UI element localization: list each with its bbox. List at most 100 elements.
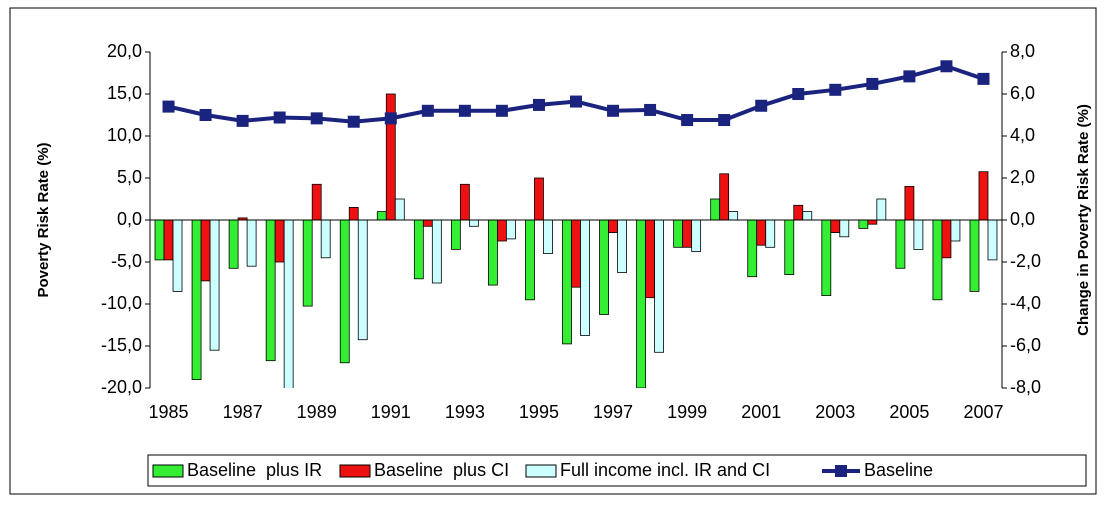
bar <box>747 219 758 278</box>
bar <box>913 219 924 250</box>
legend-box <box>147 454 1087 487</box>
y2-tick-label: 4,0 <box>1010 125 1035 145</box>
y2-tick-label: 0,0 <box>1010 209 1035 229</box>
bar <box>969 219 980 292</box>
line-marker <box>310 112 323 125</box>
bar <box>311 183 322 221</box>
bar <box>200 219 211 282</box>
legend-label: Baseline <box>864 460 933 480</box>
line-marker <box>384 112 397 125</box>
bar <box>459 183 470 221</box>
bar <box>431 219 442 284</box>
bar <box>617 219 627 273</box>
y-tick-label: -20,0 <box>101 377 142 397</box>
x-tick-label: 2007 <box>963 402 1003 422</box>
line-marker <box>347 115 360 128</box>
line-marker <box>644 103 657 116</box>
x-tick-label: 1995 <box>519 402 559 422</box>
line-marker <box>199 109 212 121</box>
bar <box>488 219 498 286</box>
line-marker <box>532 98 545 111</box>
bar <box>163 219 174 261</box>
bar <box>228 219 239 269</box>
line-marker <box>755 99 768 112</box>
chart-border <box>9 7 1097 495</box>
line-marker <box>792 88 805 100</box>
y-tick-label: -5,0 <box>111 251 142 271</box>
bar <box>422 219 433 227</box>
bar <box>283 219 294 388</box>
bar <box>302 219 313 307</box>
x-tick-label: 1993 <box>445 402 485 422</box>
bar <box>191 219 202 381</box>
y-tick-label: 15,0 <box>107 83 142 103</box>
line-marker <box>607 104 620 117</box>
line-marker <box>458 104 471 117</box>
x-tick-label: 2003 <box>815 402 855 422</box>
bar <box>450 219 461 250</box>
y-tick-label: 5,0 <box>117 167 142 187</box>
bar <box>497 219 507 242</box>
legend-swatch <box>339 464 371 478</box>
bar <box>756 219 767 246</box>
bar <box>691 219 702 252</box>
bar <box>784 219 795 275</box>
line-marker <box>903 70 916 83</box>
bar <box>802 211 813 221</box>
bar <box>987 219 998 261</box>
x-tick-label: 1999 <box>667 402 707 422</box>
bar <box>543 219 553 254</box>
y2-tick-label: -8,0 <box>1010 377 1041 397</box>
bar <box>895 219 906 269</box>
line-marker <box>570 95 582 108</box>
legend-swatch <box>525 464 557 478</box>
y-axis-label: Poverty Risk Rate (%) <box>35 142 52 297</box>
line-marker <box>940 60 953 73</box>
bar <box>376 211 387 221</box>
y2-tick-label: 8,0 <box>1010 41 1035 61</box>
line-marker <box>977 72 990 85</box>
bar <box>534 177 544 221</box>
bar <box>506 219 516 240</box>
bar <box>562 219 572 345</box>
line-marker <box>273 111 286 124</box>
plot-area <box>150 60 1002 388</box>
y-tick-label: 10,0 <box>107 125 142 145</box>
bar <box>265 219 276 362</box>
bar <box>821 219 832 296</box>
bar <box>468 219 479 227</box>
y-tick-label: 0,0 <box>117 209 142 229</box>
bar <box>728 211 739 221</box>
line-marker <box>718 114 731 127</box>
bar <box>904 185 915 221</box>
bar <box>673 219 684 248</box>
bar <box>571 219 581 288</box>
legend-label: Full income incl. IR and CI <box>560 460 770 480</box>
x-tick-label: 1987 <box>223 402 263 422</box>
y2-tick-label: 6,0 <box>1010 83 1035 103</box>
bar <box>978 171 989 221</box>
y2-tick-label: -4,0 <box>1010 293 1041 313</box>
y-tick-label: -10,0 <box>101 293 142 313</box>
bar <box>654 219 664 353</box>
bar <box>867 219 878 225</box>
x-tick-label: 1997 <box>593 402 633 422</box>
y-tick-label: 20,0 <box>107 41 142 61</box>
bar <box>339 219 350 364</box>
bar <box>950 219 961 242</box>
x-tick-label: 1985 <box>148 402 188 422</box>
legend-label: Baseline plus CI <box>374 460 509 480</box>
y2-axis-label: Change in Poverty Risk Rate (%) <box>1075 104 1092 336</box>
line-marker <box>681 114 694 127</box>
bar <box>209 219 220 351</box>
line-marker <box>162 100 175 113</box>
bar <box>172 219 183 292</box>
bar <box>608 219 618 233</box>
bar <box>830 219 841 233</box>
bar <box>858 219 869 229</box>
bar <box>320 219 331 259</box>
bar <box>710 198 721 221</box>
legend-swatch-marker <box>835 465 847 477</box>
y-tick-label: -15,0 <box>101 335 142 355</box>
